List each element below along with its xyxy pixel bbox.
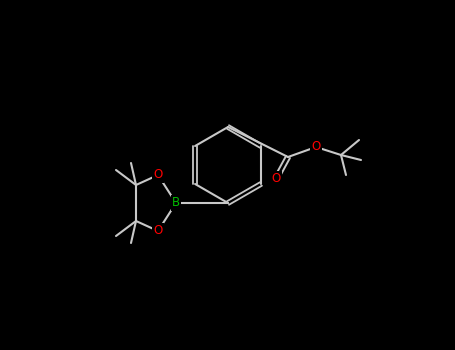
Text: B: B xyxy=(172,196,180,210)
Text: O: O xyxy=(153,224,162,238)
Text: O: O xyxy=(311,140,321,154)
Text: O: O xyxy=(271,173,281,186)
Text: O: O xyxy=(153,168,162,182)
